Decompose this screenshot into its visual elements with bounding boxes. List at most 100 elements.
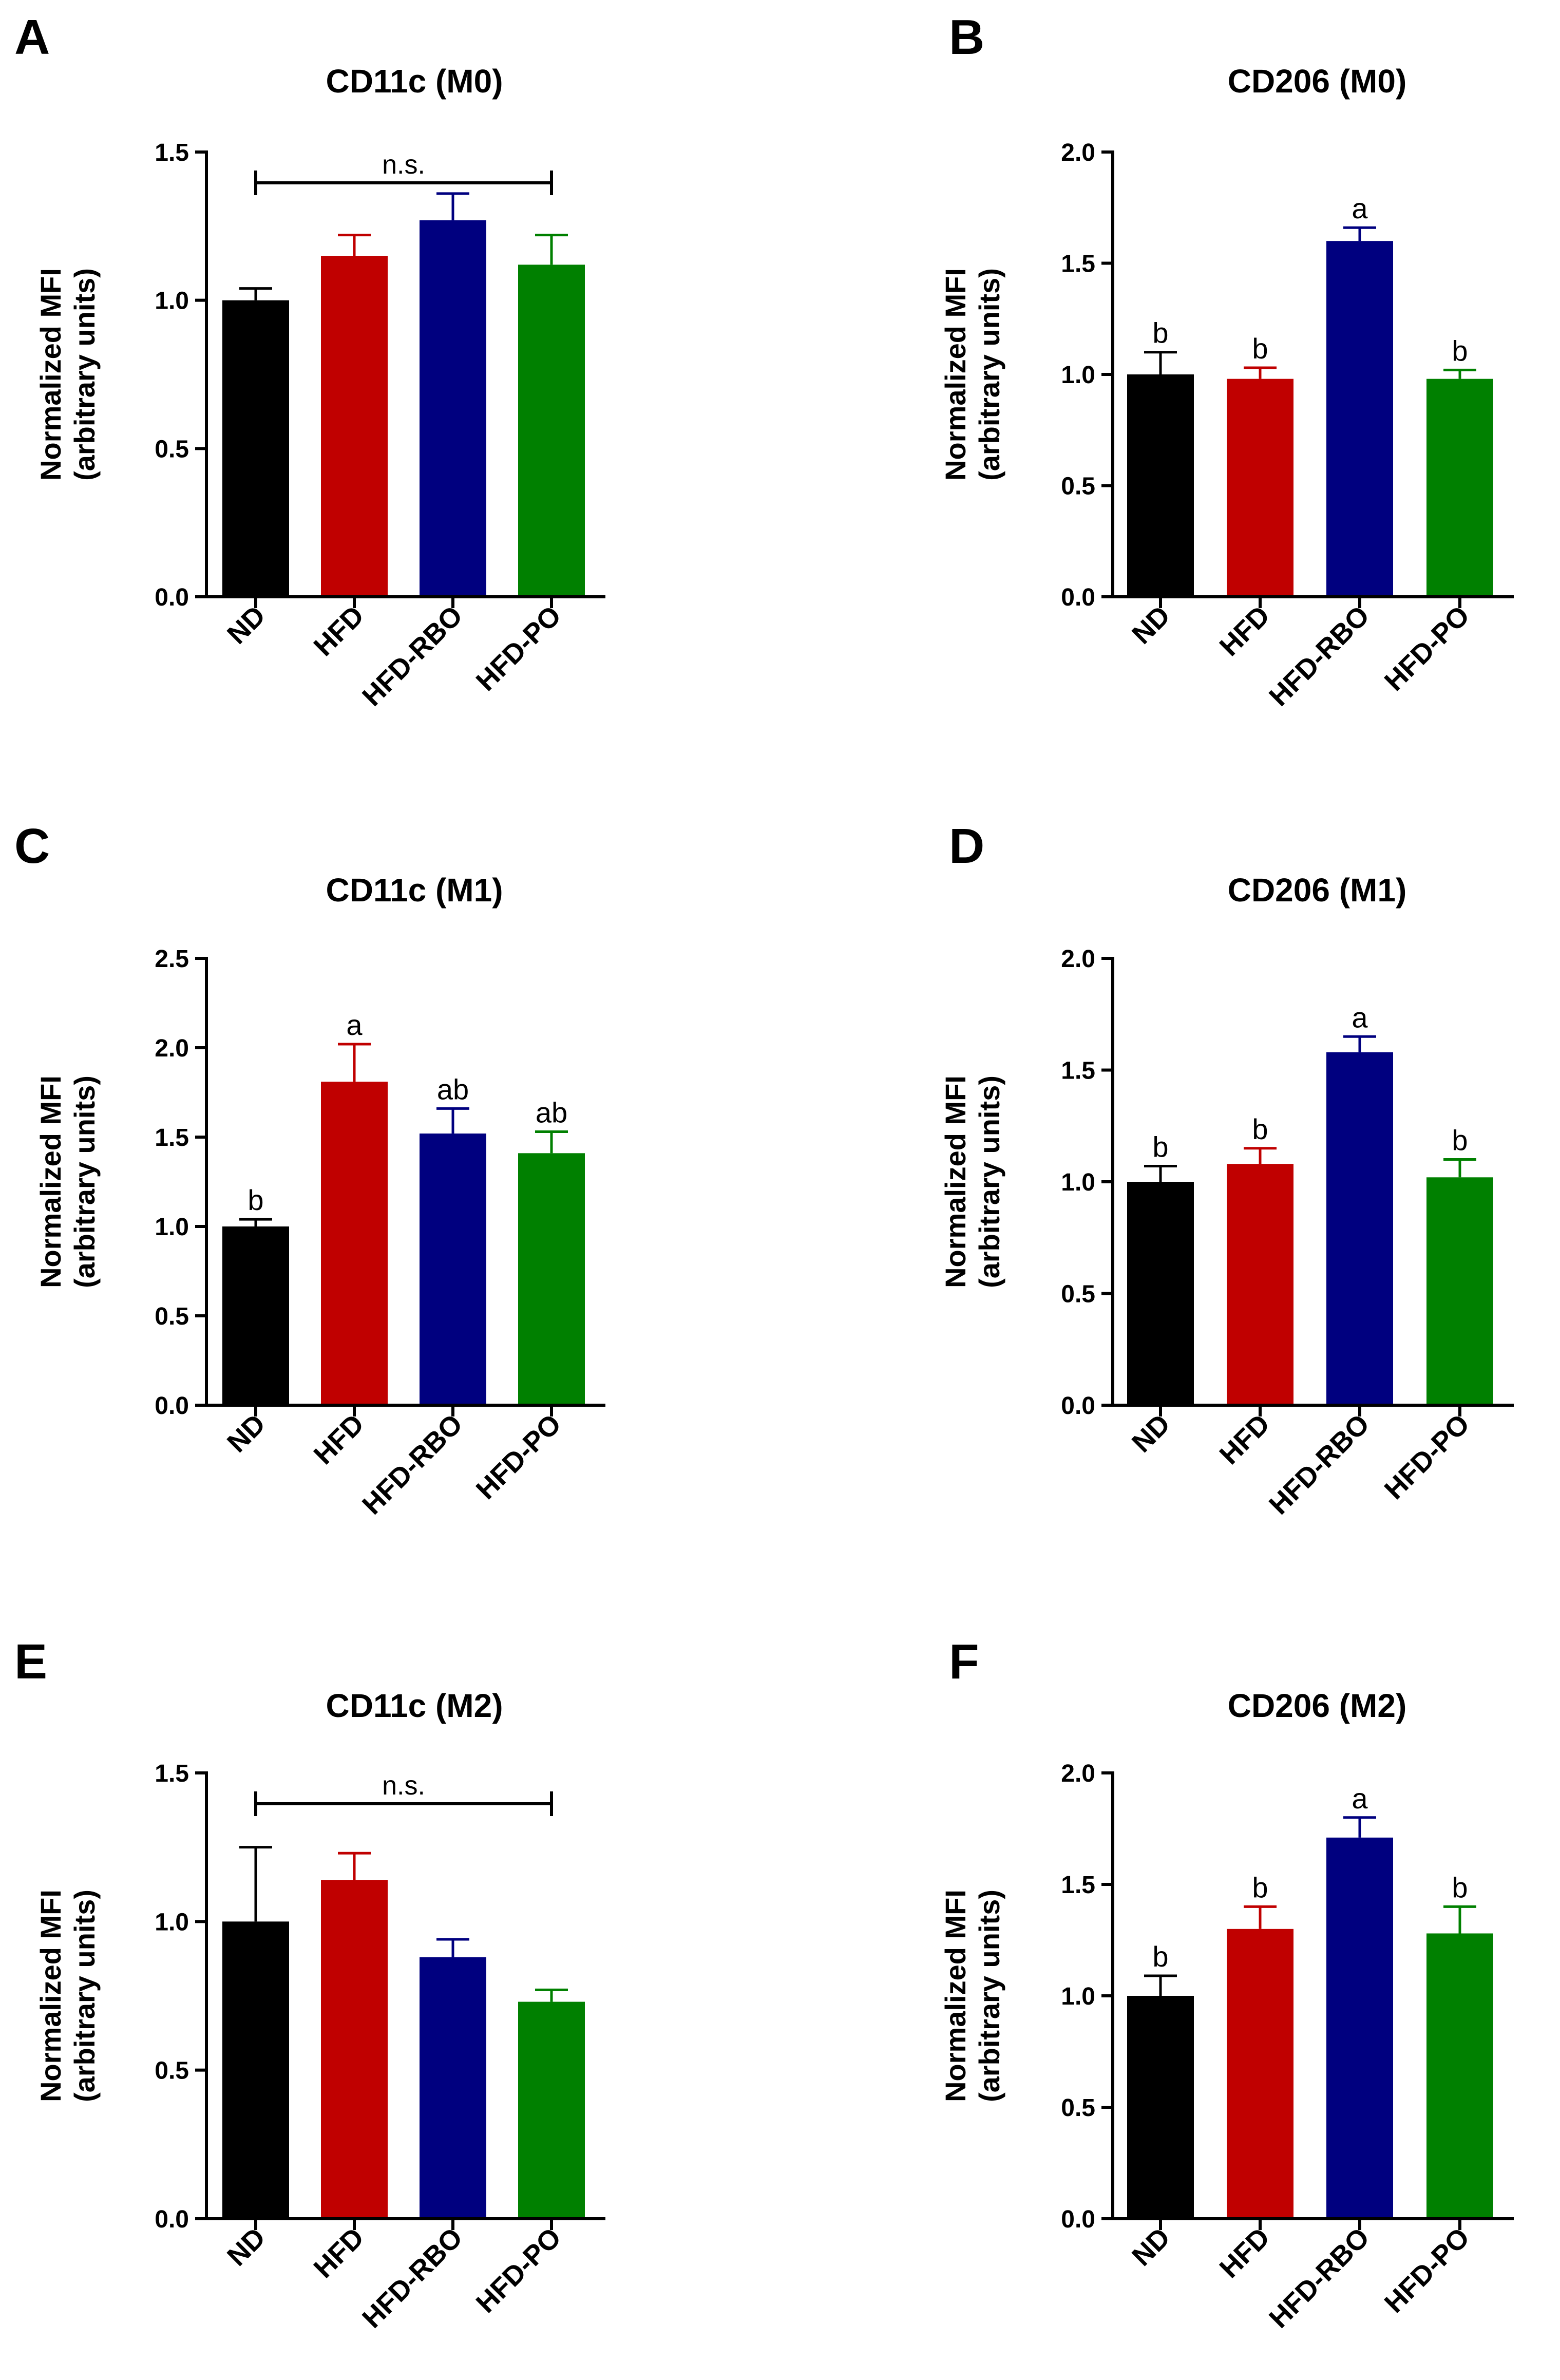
x-tick-label: HFD-RBO	[356, 1408, 468, 1520]
y-tick-label: 2.0	[155, 1035, 189, 1062]
significance-letter: b	[1152, 317, 1168, 349]
y-axis-label: Normalized MFI(arbitrary units)	[939, 1890, 1005, 2102]
bar-hfd-po	[518, 2001, 585, 2219]
y-axis-label: Normalized MFI(arbitrary units)	[34, 268, 101, 481]
y-axis-label-line2: (arbitrary units)	[973, 1075, 1005, 1288]
y-tick-label: 0.0	[155, 2206, 189, 2233]
y-tick-label: 2.5	[155, 946, 189, 973]
significance-letter: a	[1352, 1782, 1368, 1815]
y-tick-label: 0.0	[1061, 1392, 1095, 1420]
panel-letter: A	[14, 10, 50, 65]
significance-letter: ab	[536, 1097, 567, 1129]
significance-letter: a	[346, 1009, 363, 1041]
bar-hfd-rbo	[420, 220, 486, 597]
bar-nd	[1127, 1182, 1194, 1405]
y-axis-label-line2: (arbitrary units)	[68, 268, 101, 481]
x-tick-label: HFD-PO	[470, 1408, 567, 1505]
y-tick-label: 1.5	[155, 139, 189, 166]
x-tick-label: ND	[1126, 2222, 1176, 2272]
y-tick-label: 1.5	[1061, 1872, 1095, 1899]
bar-hfd-rbo	[420, 1134, 486, 1405]
y-tick-label: 0.0	[155, 584, 189, 611]
y-tick-label: 2.0	[1061, 139, 1095, 166]
y-tick-label: 0.5	[155, 436, 189, 463]
y-tick-label: 1.0	[155, 1214, 189, 1241]
x-tick-label: HFD-RBO	[1263, 1408, 1375, 1520]
x-tick-label: HFD-RBO	[356, 600, 468, 712]
bar-hfd	[1227, 1929, 1293, 2219]
chart-title: CD11c (M1)	[326, 872, 503, 909]
x-tick-label: HFD	[1214, 1408, 1276, 1470]
x-tick-label: HFD-PO	[1379, 1408, 1476, 1505]
bar-hfd	[1227, 1164, 1293, 1405]
y-axis-label-line1: Normalized MFI	[34, 1075, 67, 1288]
x-tick-label: ND	[1126, 600, 1176, 650]
panel-letter: B	[949, 10, 984, 65]
chart-title: CD206 (M0)	[1228, 63, 1407, 100]
bracket-label: n.s.	[382, 150, 425, 180]
bar-hfd-po	[1426, 379, 1493, 597]
bar-hfd-po	[1426, 1933, 1493, 2219]
bar-hfd	[321, 1082, 388, 1405]
significance-letter: a	[1352, 192, 1368, 224]
significance-letter: b	[1152, 1131, 1168, 1163]
x-tick-label: HFD	[1214, 600, 1276, 662]
y-tick-label: 1.0	[1061, 1983, 1095, 2010]
panel-letter: E	[14, 1634, 47, 1689]
chart-title: CD11c (M2)	[326, 1687, 503, 1724]
y-axis-label: Normalized MFI(arbitrary units)	[34, 1890, 101, 2102]
panel-letter: F	[949, 1634, 979, 1689]
y-tick-label: 1.0	[1061, 362, 1095, 389]
bar-hfd-rbo	[420, 1957, 486, 2219]
chart-panel-b: B CD206 (M0) Normalized MFI(arbitrary unit…	[939, 10, 1514, 712]
y-axis-label: Normalized MFI(arbitrary units)	[939, 1075, 1005, 1288]
y-axis-label-line1: Normalized MFI	[939, 1890, 972, 2102]
bar-nd	[222, 1226, 289, 1405]
chart-panel-f: F CD206 (M2) Normalized MFI(arbitrary unit…	[939, 1634, 1514, 2334]
panel-letter: D	[949, 819, 984, 874]
x-tick-label: HFD-RBO	[1263, 2222, 1375, 2334]
y-tick-label: 1.5	[1061, 251, 1095, 278]
chart-panel-c: C CD11c (M1) Normalized MFI(arbitrary unit…	[14, 819, 605, 1521]
x-tick-label: ND	[221, 600, 272, 650]
x-tick-label: HFD-RBO	[356, 2222, 468, 2334]
bar-nd	[1127, 1996, 1194, 2219]
bar-hfd	[321, 256, 388, 597]
y-axis-label-line1: Normalized MFI	[939, 268, 972, 481]
bar-hfd-rbo	[1326, 241, 1393, 597]
y-tick-label: 0.5	[1061, 1281, 1095, 1308]
chart-panel-e: E CD11c (M2) Normalized MFI(arbitrary unit…	[14, 1634, 605, 2334]
y-tick-label: 0.0	[1061, 584, 1095, 611]
y-axis-label-line2: (arbitrary units)	[973, 268, 1005, 481]
x-tick-label: HFD-PO	[470, 600, 567, 697]
chart-panel-a: A CD11c (M0) Normalized MFI(arbitrary unit…	[14, 10, 605, 712]
y-axis-label: Normalized MFI(arbitrary units)	[939, 268, 1005, 481]
y-tick-label: 1.0	[155, 1909, 189, 1936]
y-tick-label: 0.0	[155, 1392, 189, 1420]
x-tick-label: HFD	[308, 600, 370, 662]
y-axis-label-line2: (arbitrary units)	[973, 1890, 1005, 2102]
y-axis-label-line1: Normalized MFI	[34, 268, 67, 481]
y-tick-label: 0.5	[1061, 2094, 1095, 2122]
y-tick-label: 0.5	[155, 2057, 189, 2085]
chart-title: CD206 (M2)	[1228, 1687, 1407, 1724]
significance-letter: b	[1252, 332, 1268, 365]
significance-letter: b	[248, 1184, 263, 1216]
bar-hfd	[321, 1880, 388, 2219]
significance-letter: b	[1452, 334, 1468, 367]
significance-letter: b	[1452, 1871, 1468, 1903]
y-axis-label: Normalized MFI(arbitrary units)	[34, 1075, 101, 1288]
x-tick-label: HFD	[1214, 2222, 1276, 2284]
bar-hfd	[1227, 379, 1293, 597]
x-tick-label: ND	[221, 1408, 272, 1459]
x-tick-label: HFD-RBO	[1263, 600, 1375, 712]
y-tick-label: 2.0	[1061, 946, 1095, 973]
chart-title: CD206 (M1)	[1228, 872, 1407, 909]
y-tick-label: 1.5	[155, 1124, 189, 1151]
bar-nd	[1127, 374, 1194, 597]
significance-letter: ab	[437, 1073, 469, 1105]
chart-title: CD11c (M0)	[326, 63, 503, 100]
x-tick-label: HFD	[308, 2222, 370, 2284]
x-tick-label: HFD-PO	[1379, 600, 1476, 697]
